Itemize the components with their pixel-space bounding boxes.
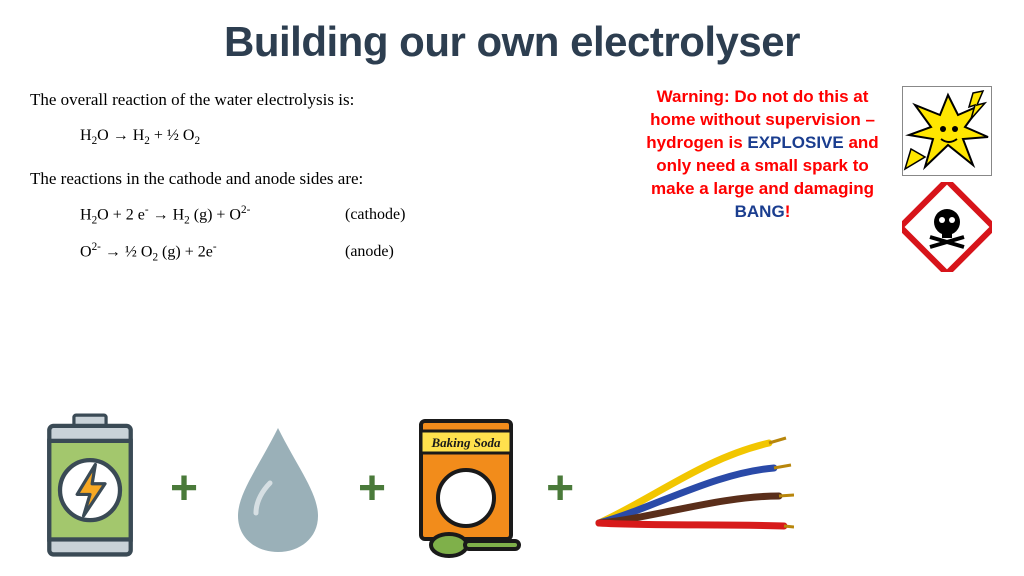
warning-seg-1: EXPLOSIVE [747, 133, 843, 152]
chem-anode-label: (anode) [345, 239, 394, 267]
chem-intro-2: The reactions in the cathode and anode s… [30, 165, 614, 192]
toxic-skull-icon [902, 182, 992, 272]
chem-cathode-equation: H2O + 2 e- → H2 (g) + O2- (cathode) [80, 202, 614, 230]
baking-soda-icon: Baking Soda [406, 418, 526, 558]
chem-overall-equation: H2O → H2 + ½ O2 [80, 123, 614, 151]
chemistry-block: The overall reaction of the water electr… [30, 86, 614, 275]
chem-cathode-lhs: H2O + 2 e- → H2 (g) + O2- [80, 202, 345, 230]
plus-icon: + [358, 461, 386, 516]
chem-cathode-label: (cathode) [345, 202, 405, 230]
wires-icon [594, 418, 794, 558]
ingredients-row: + + Baking Soda + [30, 418, 794, 558]
water-drop-icon [218, 418, 338, 558]
hazard-icons [899, 86, 994, 275]
plus-icon: + [170, 461, 198, 516]
chem-intro-1: The overall reaction of the water electr… [30, 86, 614, 113]
explosion-cartoon-icon [902, 86, 992, 176]
plus-icon: + [546, 461, 574, 516]
battery-icon [30, 418, 150, 558]
content-row: The overall reaction of the water electr… [0, 66, 1024, 275]
warning-column: Warning: Do not do this at home without … [634, 86, 994, 275]
chem-anode-equation: O2- → ½ O2 (g) + 2e- (anode) [80, 239, 614, 267]
warning-seg-3: BANG [735, 202, 785, 221]
warning-seg-4: ! [785, 202, 791, 221]
baking-soda-label: Baking Soda [431, 435, 501, 450]
warning-text: Warning: Do not do this at home without … [634, 86, 891, 275]
chem-anode-lhs: O2- → ½ O2 (g) + 2e- [80, 239, 345, 267]
page-title: Building our own electrolyser [0, 0, 1024, 66]
